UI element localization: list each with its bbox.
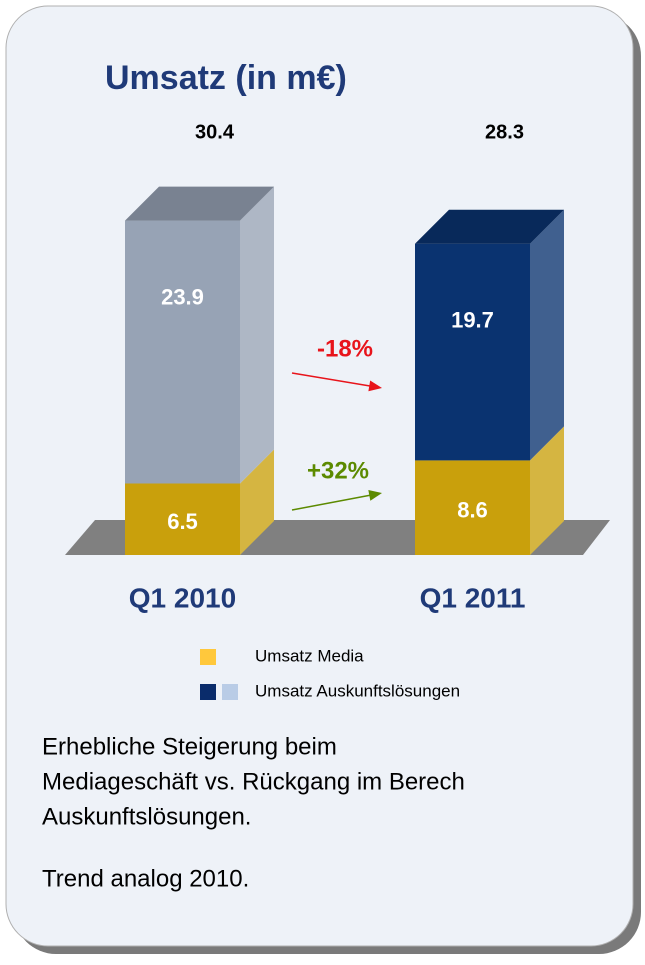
legend-swatch: [200, 649, 216, 665]
value-label: 23.9: [161, 284, 204, 309]
bar-top: [125, 186, 274, 221]
note-text: Erhebliche Steigerung beim: [42, 733, 337, 760]
bar-side: [240, 186, 274, 484]
legend-swatch: [222, 684, 238, 700]
bar-side: [530, 426, 564, 555]
bar-segment: [415, 460, 530, 555]
arrow-head: [368, 380, 382, 392]
bar-side: [530, 209, 564, 461]
value-label: 6.5: [167, 509, 198, 534]
note-text: Trend analog 2010.: [42, 865, 249, 892]
annotation: -18%: [317, 335, 373, 362]
arrow-line: [291, 372, 371, 387]
note-text: Auskunftslösungen.: [42, 803, 251, 830]
note-text: Mediageschäft vs. Rückgang im Berech: [42, 768, 465, 795]
bar-top: [415, 209, 564, 244]
bar-segment: [415, 243, 530, 461]
arrow-head: [368, 490, 382, 501]
annotation: +32%: [307, 457, 369, 484]
category-label: Q1 2011: [420, 582, 526, 613]
legend-label: Umsatz Media: [255, 646, 364, 665]
bar-side: [240, 449, 274, 555]
legend-swatch: [200, 684, 216, 700]
value-label: 19.7: [451, 308, 494, 333]
category-label: Q1 2010: [129, 582, 236, 613]
total-label: 30.4: [195, 121, 235, 143]
bar-segment: [125, 483, 240, 555]
bar-segment: [125, 220, 240, 484]
chart-title: Umsatz (in m€): [105, 59, 347, 97]
total-label: 28.3: [485, 121, 524, 143]
arrow-line: [291, 494, 371, 511]
value-label: 8.6: [457, 498, 488, 523]
legend-label: Umsatz Auskunftslösungen: [255, 681, 460, 700]
